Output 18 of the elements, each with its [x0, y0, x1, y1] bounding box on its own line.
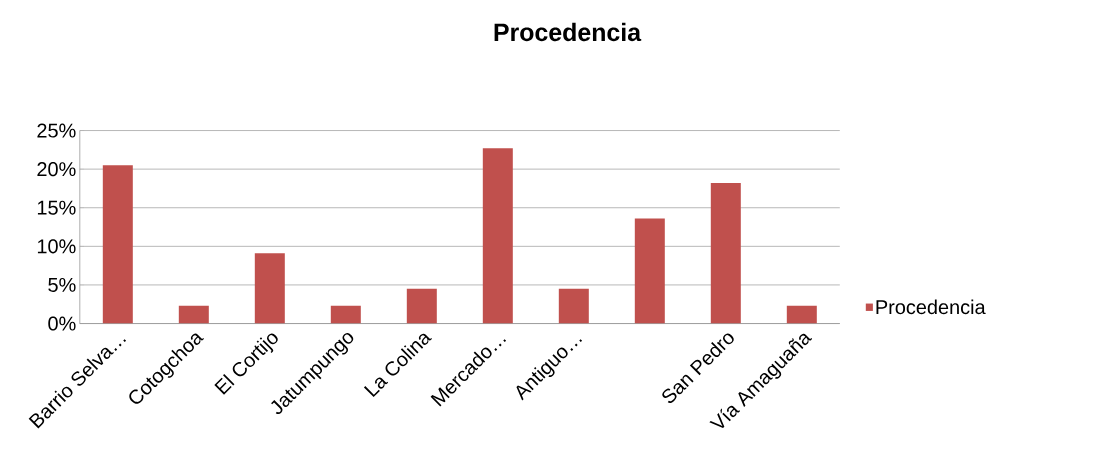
bar [406, 288, 437, 324]
legend-label: Procedencia [876, 299, 986, 315]
y-tick-label: 0% [48, 316, 76, 331]
bar [710, 183, 741, 324]
bar [330, 305, 361, 324]
y-tick-label: 20% [37, 162, 76, 177]
y-tick-label: 15% [37, 200, 76, 215]
chart-title: Procedencia [494, 22, 642, 42]
bar [102, 165, 133, 324]
bar [178, 305, 209, 324]
bar [482, 148, 513, 324]
bar [558, 288, 589, 324]
y-tick-label: 25% [37, 123, 76, 138]
bar [786, 305, 817, 324]
y-tick-label: 5% [48, 277, 76, 292]
bar [254, 253, 285, 324]
bar [634, 218, 665, 324]
y-tick-label: 10% [37, 239, 76, 254]
